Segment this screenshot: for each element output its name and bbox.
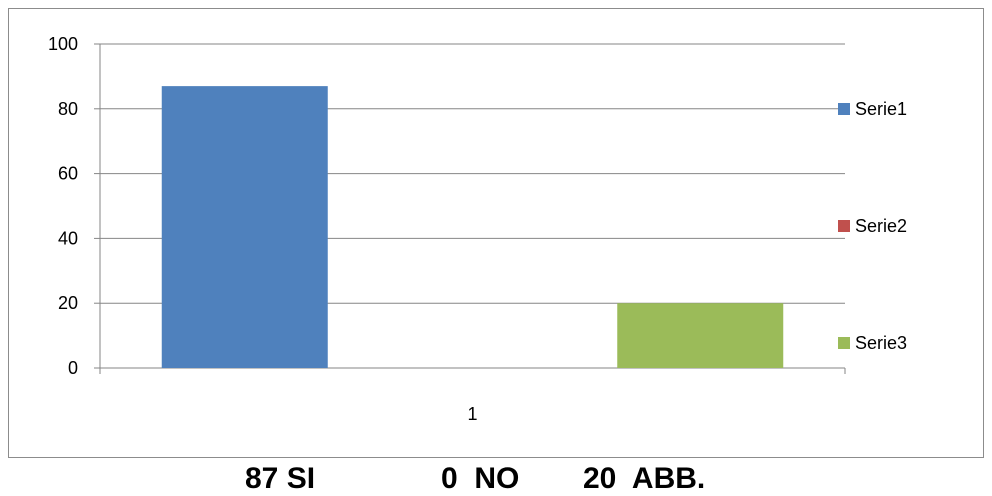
y-tick-label: 0 <box>68 358 78 378</box>
x-tick-label: 1 <box>467 404 477 424</box>
legend-swatch-serie3 <box>838 337 850 349</box>
legend-label-serie2: Serie2 <box>855 216 907 236</box>
y-tick-label: 100 <box>48 34 78 54</box>
y-tick-label: 60 <box>58 164 78 184</box>
legend-label-serie3: Serie3 <box>855 333 907 353</box>
bar-serie1 <box>161 86 328 369</box>
bar-serie3 <box>617 303 784 368</box>
caption-no: 0 NO <box>441 462 520 495</box>
y-tick-label: 40 <box>58 228 78 248</box>
legend-label-serie1: Serie1 <box>855 99 907 119</box>
y-tick-label: 20 <box>58 293 78 313</box>
caption-si: 87 SI <box>245 462 316 495</box>
caption-abb: 20 ABB. <box>583 462 706 495</box>
y-tick-label: 80 <box>58 99 78 119</box>
results-caption: 87 SI 0 NO 20 ABB. <box>0 464 992 494</box>
legend-swatch-serie1 <box>838 103 850 115</box>
legend-swatch-serie2 <box>838 220 850 232</box>
